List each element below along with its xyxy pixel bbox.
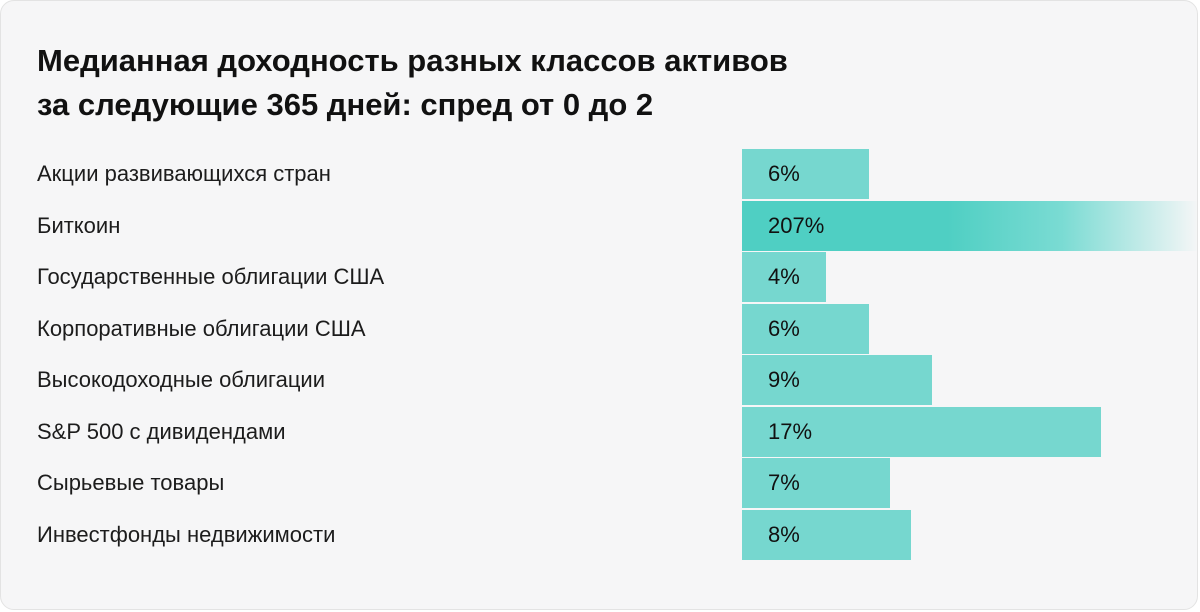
bar [742, 406, 1101, 457]
bar-value-label: 6% [768, 315, 800, 341]
bar-value-label: 7% [768, 470, 800, 495]
category-label: Высокодоходные облигации [37, 367, 325, 392]
bar-value-label: 17% [768, 418, 813, 444]
category-label: S&P 500 с дивидендами [37, 418, 286, 444]
bar [742, 509, 911, 560]
bar [742, 303, 869, 354]
bar-value-label: 6% [768, 161, 800, 186]
category-label: Инвестфонды недвижимости [37, 521, 336, 547]
bar [742, 149, 869, 199]
bar [742, 252, 827, 302]
bar [742, 355, 932, 405]
bar-value-label: 4% [768, 264, 800, 289]
bar [742, 458, 890, 508]
bar-value-label: 207% [768, 212, 825, 238]
category-label: Корпоративные облигации США [37, 315, 366, 341]
category-label: Государственные облигации США [37, 264, 385, 289]
chart-title: Медианная доходность разных классов акти… [37, 43, 788, 122]
bar [742, 200, 1197, 251]
category-label: Сырьевые товары [37, 470, 225, 495]
category-label: Биткоин [37, 212, 121, 238]
bar-value-label: 9% [768, 367, 800, 392]
category-label: Акции развивающихся стран [37, 161, 331, 186]
bar-value-label: 8% [768, 521, 800, 547]
